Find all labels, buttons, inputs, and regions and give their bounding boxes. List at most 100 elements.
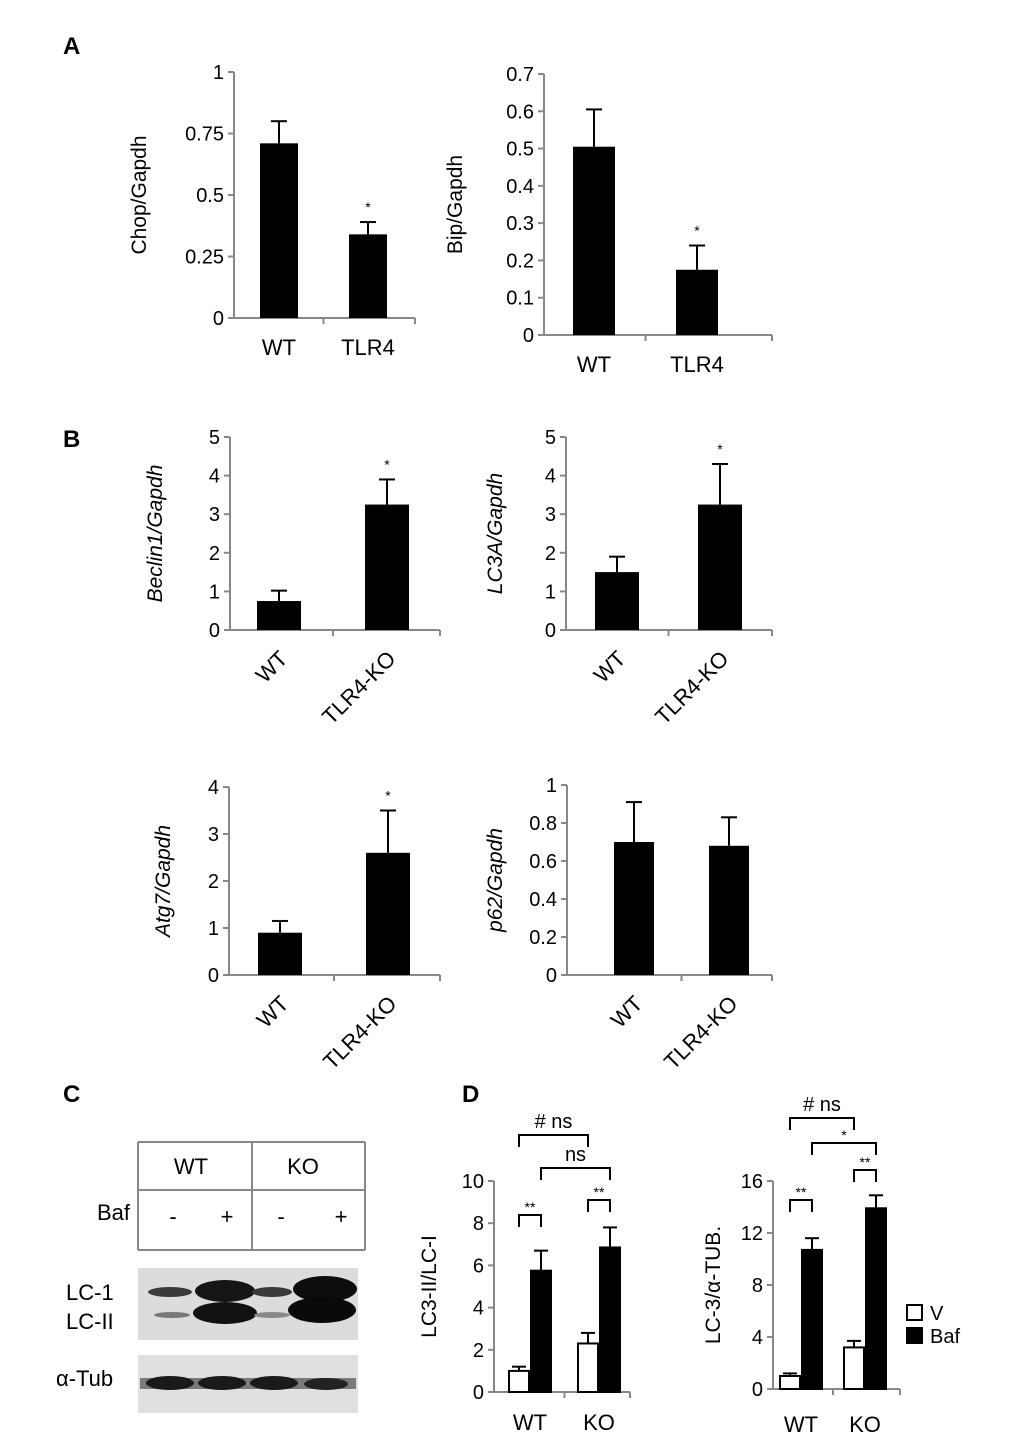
y-tick-label: 1	[545, 581, 556, 603]
chart-beclin1-gapdh: 0 1 2 3 4 5 Beclin1/Gapdh WT TLR4-KO *	[144, 427, 441, 729]
bar	[260, 143, 298, 318]
bar-vehicle	[843, 1346, 865, 1391]
significance-star: *	[365, 199, 371, 215]
y-tick-label: 1	[208, 918, 219, 940]
x-category-label: TLR4-KO	[659, 991, 742, 1074]
x-category-label: TLR4	[670, 352, 724, 377]
y-tick-label: 2	[209, 543, 220, 565]
chart-lc3a-gapdh: 0 1 2 3 4 5 LC3A/Gapdh WT TLR4-KO *	[484, 427, 773, 729]
y-axis-label: LC3-II/LC-I	[418, 1235, 441, 1338]
y-tick-label: 0.5	[196, 185, 224, 207]
bar	[365, 504, 409, 630]
y-tick-label: 0	[523, 325, 534, 347]
significance-label: **	[594, 1184, 605, 1200]
blot-label-lc1: LC-1	[66, 1280, 114, 1305]
bar-vehicle	[577, 1342, 599, 1393]
significance-bracket	[789, 1199, 813, 1212]
x-category-label: WT	[589, 646, 631, 688]
panel-letter-a: A	[63, 33, 80, 60]
y-tick-label: 0	[752, 1379, 763, 1401]
y-tick-label: 0	[546, 965, 557, 987]
y-tick-label: 0.1	[506, 288, 534, 310]
y-tick-label: 0.5	[506, 139, 534, 161]
y-axis-label: Bip/Gapdh	[444, 155, 467, 254]
y-tick-label: 3	[209, 504, 220, 526]
bar-baf	[865, 1207, 887, 1391]
significance-label: # ns	[803, 1094, 841, 1116]
y-tick-label: 1	[209, 581, 220, 603]
significance-label: **	[796, 1184, 807, 1200]
y-tick-label: 6	[473, 1255, 484, 1277]
blot-band-lc1-lane4	[293, 1276, 357, 1302]
significance-bracket	[789, 1117, 855, 1130]
significance-bracket	[518, 1214, 542, 1227]
y-axis-label: Atg7/Gapdh	[152, 825, 175, 939]
legend-label-v: V	[930, 1303, 944, 1325]
y-tick-label: 0.2	[529, 927, 557, 949]
x-category-label: TLR4-KO	[318, 991, 401, 1074]
significance-bracket	[518, 1134, 589, 1147]
legend-swatch-baf	[906, 1327, 923, 1344]
chart-lc3ii-lci-ratio: 0 2 4 6 8 10 LC3-II/LC-I WT KO ** ** ns # ns	[418, 1111, 631, 1435]
blot-treatment-2: +	[221, 1204, 234, 1229]
blot-band-tubulin-lane4	[304, 1378, 348, 1390]
chart-bip-gapdh: 0 0.1 0.2 0.3 0.4 0.5 0.6 0.7 Bip/Gapdh WT TLR4 *	[444, 64, 773, 377]
blot-band-tubulin-lane1	[146, 1376, 194, 1390]
bar-baf	[530, 1269, 552, 1394]
y-tick-label: 0.6	[529, 851, 557, 873]
y-tick-label: 0.8	[529, 813, 557, 835]
legend-swatch-v	[906, 1304, 923, 1321]
y-tick-label: 10	[462, 1171, 484, 1193]
western-blot: WT KO Baf - + - + LC-1 LC-II α-Tub	[56, 1141, 366, 1413]
y-tick-label: 12	[741, 1223, 763, 1245]
x-category-label: WT	[606, 991, 648, 1033]
y-axis-label: Beclin1/Gapdh	[144, 465, 167, 603]
significance-star: *	[717, 441, 723, 457]
y-tick-label: 2	[473, 1340, 484, 1362]
legend: V Baf	[906, 1303, 960, 1348]
blot-band-lc2-lane4	[288, 1297, 356, 1323]
significance-star: *	[385, 788, 391, 804]
significance-label: **	[525, 1199, 536, 1215]
x-category-label: KO	[583, 1410, 615, 1435]
y-tick-label: 2	[208, 871, 219, 893]
blot-treatment-1: -	[169, 1204, 176, 1229]
chart-p62-gapdh: 0 0.2 0.4 0.6 0.8 1 p62/Gapdh WT TLR4-KO	[484, 775, 773, 1074]
bar	[258, 932, 302, 975]
bar	[676, 269, 718, 335]
y-tick-label: 5	[545, 427, 556, 449]
chart-chop-gapdh: 0 0.25 0.5 0.75 1 Chop/Gapdh WT TLR4 *	[128, 62, 416, 360]
bar-baf	[801, 1248, 823, 1391]
y-tick-label: 0	[209, 620, 220, 642]
bar-vehicle	[779, 1375, 801, 1390]
blot-row-label-baf: Baf	[97, 1200, 131, 1225]
y-tick-label: 4	[473, 1298, 484, 1320]
y-tick-label: 0	[545, 620, 556, 642]
bar	[349, 234, 387, 318]
x-category-label: TLR4-KO	[650, 646, 733, 729]
panel-letter-d: D	[462, 1081, 479, 1108]
blot-band-lc2-lane2	[193, 1302, 257, 1324]
y-tick-label: 0.2	[506, 250, 534, 272]
bar-baf	[599, 1246, 621, 1393]
significance-bracket	[853, 1169, 877, 1182]
y-tick-label: 0.25	[185, 247, 224, 269]
x-category-label: TLR4-KO	[317, 646, 400, 729]
significance-label: ns	[565, 1144, 586, 1166]
x-category-label: WT	[577, 352, 611, 377]
blot-band-lc1-lane2	[195, 1280, 255, 1302]
y-axis-label: Chop/Gapdh	[128, 135, 151, 254]
panel-letter-b: B	[63, 426, 80, 453]
y-tick-label: 8	[473, 1213, 484, 1235]
y-tick-label: 0	[473, 1382, 484, 1404]
y-tick-label: 8	[752, 1275, 763, 1297]
bar	[614, 842, 654, 975]
x-category-label: KO	[849, 1412, 881, 1437]
blot-band-lc2-lane1	[154, 1312, 190, 1318]
significance-label: # ns	[535, 1111, 573, 1133]
y-tick-label: 3	[208, 824, 219, 846]
blot-treatment-4: +	[335, 1204, 348, 1229]
y-axis-label: LC3A/Gapdh	[484, 473, 507, 594]
blot-band-lc2-lane3	[254, 1312, 290, 1318]
